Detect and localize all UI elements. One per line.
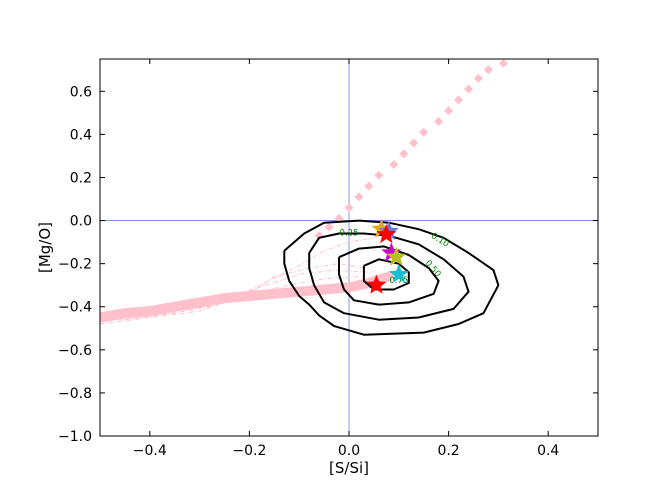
- pink-diamond-marker: [473, 73, 483, 83]
- contour-line: [283, 219, 500, 336]
- y-tick-label: −0.2: [58, 257, 92, 273]
- pink-diamond-marker: [409, 138, 419, 148]
- star-data-point: [376, 223, 397, 244]
- y-tick-label: −1.0: [58, 429, 92, 445]
- x-tick-label: 0.2: [437, 443, 459, 459]
- star-data-point: [388, 263, 409, 284]
- pink-dashed-track: [100, 237, 374, 321]
- pink-diamond-marker: [324, 222, 334, 232]
- pink-band-track: [100, 271, 394, 323]
- contour-level-label: 0.75: [389, 276, 408, 286]
- x-axis-label: [S/Si]: [329, 459, 369, 477]
- pink-diamond-marker: [399, 149, 409, 159]
- y-tick-label: 0.2: [70, 170, 92, 186]
- axis-ticks: −0.4 −0.2 0.0 0.2 0.4 −1.0 −0.8 −0.6 −0.4 −0.2 0.0…: [58, 59, 598, 459]
- pink-diamond-marker: [444, 106, 454, 116]
- pink-diamond-marker: [354, 192, 364, 202]
- pink-diamond-marker: [374, 170, 384, 180]
- y-tick-label: 0.0: [70, 214, 92, 230]
- y-tick-label: 0.4: [70, 127, 92, 143]
- star-data-point: [366, 274, 387, 294]
- contour-line: [308, 232, 470, 321]
- pink-dashed-track: [100, 263, 364, 325]
- pink-diamond-marker: [454, 95, 464, 105]
- y-tick-label: 0.6: [70, 84, 92, 100]
- pink-diamond-marker: [344, 203, 354, 213]
- x-tick-label: 0.0: [338, 443, 360, 459]
- pink-diamond-marker: [419, 127, 429, 137]
- y-tick-label: −0.4: [58, 300, 92, 316]
- pink-diamond-marker: [434, 116, 444, 126]
- contour-level-label: 0.25: [340, 229, 359, 239]
- contour-line: [338, 245, 440, 306]
- x-tick-label: −0.2: [232, 443, 266, 459]
- x-tick-label: −0.4: [133, 443, 167, 459]
- star-data-point: [386, 246, 407, 266]
- pink-dashed-track: [100, 269, 369, 323]
- pink-diamond-marker: [483, 65, 493, 75]
- y-tick-label: −0.8: [58, 386, 92, 402]
- y-axis-label: [Mg/O]: [36, 222, 54, 273]
- pink-diamond-marker: [498, 59, 508, 68]
- pink-diamond-marker: [364, 181, 374, 191]
- y-tick-label: −0.6: [58, 343, 92, 359]
- pink-diamond-marker: [464, 84, 474, 94]
- pink-diamond-marker: [389, 160, 399, 170]
- x-tick-label: 0.4: [537, 443, 559, 459]
